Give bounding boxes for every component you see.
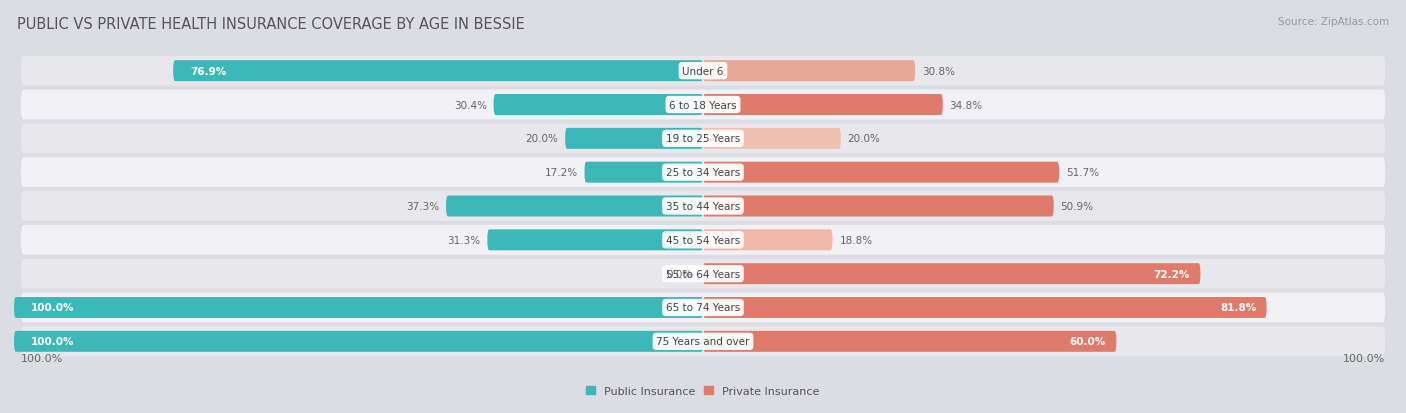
Text: 6 to 18 Years: 6 to 18 Years bbox=[669, 100, 737, 110]
FancyBboxPatch shape bbox=[703, 297, 1267, 318]
Text: 25 to 34 Years: 25 to 34 Years bbox=[666, 168, 740, 178]
Text: Source: ZipAtlas.com: Source: ZipAtlas.com bbox=[1278, 17, 1389, 26]
Text: 100.0%: 100.0% bbox=[21, 354, 63, 363]
FancyBboxPatch shape bbox=[21, 192, 1385, 221]
FancyBboxPatch shape bbox=[446, 196, 703, 217]
Text: 20.0%: 20.0% bbox=[526, 134, 558, 144]
Text: 60.0%: 60.0% bbox=[1070, 337, 1107, 347]
FancyBboxPatch shape bbox=[488, 230, 703, 251]
FancyBboxPatch shape bbox=[14, 331, 703, 352]
FancyBboxPatch shape bbox=[703, 128, 841, 150]
Text: 65 to 74 Years: 65 to 74 Years bbox=[666, 303, 740, 313]
Text: 20.0%: 20.0% bbox=[848, 134, 880, 144]
Text: 100.0%: 100.0% bbox=[1343, 354, 1385, 363]
Legend: Public Insurance, Private Insurance: Public Insurance, Private Insurance bbox=[586, 386, 820, 396]
FancyBboxPatch shape bbox=[21, 57, 1385, 86]
Text: 37.3%: 37.3% bbox=[406, 202, 439, 211]
Text: 0.0%: 0.0% bbox=[666, 269, 693, 279]
Text: 17.2%: 17.2% bbox=[544, 168, 578, 178]
FancyBboxPatch shape bbox=[21, 124, 1385, 154]
Text: 81.8%: 81.8% bbox=[1220, 303, 1256, 313]
Text: 18.8%: 18.8% bbox=[839, 235, 873, 245]
FancyBboxPatch shape bbox=[21, 259, 1385, 289]
FancyBboxPatch shape bbox=[703, 61, 915, 82]
Text: 76.9%: 76.9% bbox=[190, 66, 226, 76]
Text: 31.3%: 31.3% bbox=[447, 235, 481, 245]
Text: 55 to 64 Years: 55 to 64 Years bbox=[666, 269, 740, 279]
Text: 19 to 25 Years: 19 to 25 Years bbox=[666, 134, 740, 144]
Text: 75 Years and over: 75 Years and over bbox=[657, 337, 749, 347]
Text: 45 to 54 Years: 45 to 54 Years bbox=[666, 235, 740, 245]
FancyBboxPatch shape bbox=[703, 196, 1053, 217]
FancyBboxPatch shape bbox=[565, 128, 703, 150]
Text: 51.7%: 51.7% bbox=[1066, 168, 1099, 178]
FancyBboxPatch shape bbox=[703, 331, 1116, 352]
FancyBboxPatch shape bbox=[173, 61, 703, 82]
FancyBboxPatch shape bbox=[703, 263, 1201, 285]
FancyBboxPatch shape bbox=[14, 297, 703, 318]
Text: 50.9%: 50.9% bbox=[1060, 202, 1094, 211]
FancyBboxPatch shape bbox=[21, 158, 1385, 188]
FancyBboxPatch shape bbox=[21, 225, 1385, 255]
Text: 100.0%: 100.0% bbox=[31, 303, 75, 313]
FancyBboxPatch shape bbox=[494, 95, 703, 116]
FancyBboxPatch shape bbox=[21, 327, 1385, 356]
FancyBboxPatch shape bbox=[21, 90, 1385, 120]
Text: 72.2%: 72.2% bbox=[1154, 269, 1189, 279]
Text: 35 to 44 Years: 35 to 44 Years bbox=[666, 202, 740, 211]
Text: 30.4%: 30.4% bbox=[454, 100, 486, 110]
FancyBboxPatch shape bbox=[21, 293, 1385, 323]
Text: 30.8%: 30.8% bbox=[922, 66, 955, 76]
FancyBboxPatch shape bbox=[703, 95, 943, 116]
Text: PUBLIC VS PRIVATE HEALTH INSURANCE COVERAGE BY AGE IN BESSIE: PUBLIC VS PRIVATE HEALTH INSURANCE COVER… bbox=[17, 17, 524, 31]
FancyBboxPatch shape bbox=[585, 162, 703, 183]
Text: Under 6: Under 6 bbox=[682, 66, 724, 76]
FancyBboxPatch shape bbox=[703, 230, 832, 251]
Text: 34.8%: 34.8% bbox=[949, 100, 983, 110]
FancyBboxPatch shape bbox=[703, 162, 1059, 183]
Text: 100.0%: 100.0% bbox=[31, 337, 75, 347]
